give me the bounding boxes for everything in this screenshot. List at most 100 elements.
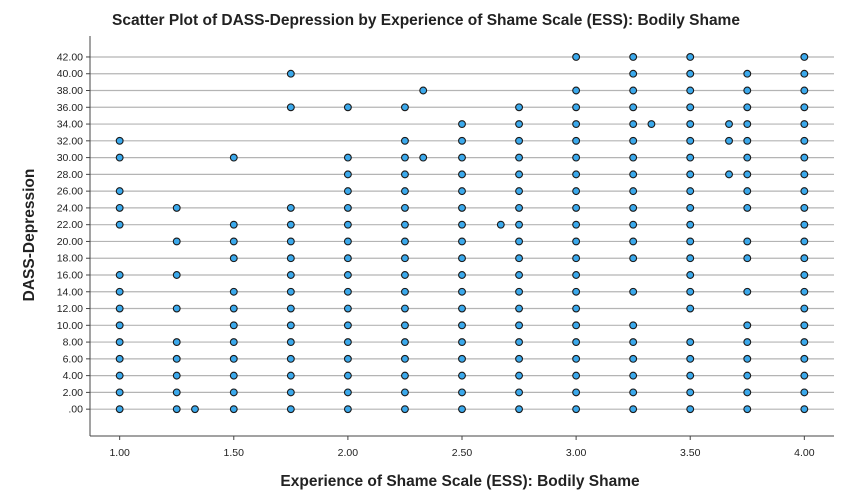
data-point — [400, 321, 409, 330]
data-point — [515, 271, 524, 279]
data-point — [286, 220, 295, 229]
data-point — [400, 136, 409, 145]
data-point — [686, 86, 695, 95]
data-point — [800, 237, 809, 246]
data-point — [191, 405, 199, 414]
data-point — [229, 371, 238, 380]
data-point — [515, 153, 524, 162]
data-point — [743, 170, 752, 179]
data-point — [686, 371, 695, 380]
data-point — [286, 287, 295, 296]
data-point — [515, 136, 524, 145]
data-point — [172, 203, 181, 212]
data-point — [686, 304, 695, 313]
data-point — [572, 371, 581, 380]
y-tick-label: .00 — [68, 404, 83, 416]
data-point — [515, 371, 524, 380]
data-point — [800, 388, 809, 397]
y-tick-label: 22.00 — [57, 219, 83, 231]
data-point — [686, 203, 695, 212]
data-point — [686, 254, 695, 263]
data-point — [629, 338, 638, 347]
data-point — [343, 220, 352, 229]
data-point — [743, 388, 752, 397]
data-point — [515, 187, 524, 196]
data-point — [458, 220, 466, 229]
data-point — [743, 69, 752, 78]
data-point — [629, 53, 638, 61]
y-tick-label: 32.00 — [57, 135, 83, 147]
data-point — [686, 153, 695, 162]
data-point — [572, 304, 581, 313]
data-point — [743, 354, 752, 363]
data-point — [629, 203, 638, 212]
x-tick-label: 2.00 — [338, 447, 359, 459]
data-point — [572, 338, 581, 347]
data-point — [286, 237, 295, 246]
x-tick-label: 1.00 — [109, 447, 130, 459]
data-point — [115, 220, 124, 229]
data-point — [686, 405, 695, 414]
data-point — [686, 53, 695, 61]
data-point — [743, 153, 752, 162]
data-point — [343, 405, 352, 414]
data-point — [115, 136, 124, 145]
data-point — [800, 287, 809, 296]
data-point — [458, 405, 466, 414]
data-point — [572, 354, 581, 363]
data-point — [629, 86, 638, 95]
data-point — [743, 237, 752, 246]
data-point — [229, 237, 238, 246]
data-point — [572, 120, 581, 129]
y-tick-label: 6.00 — [63, 353, 84, 365]
data-point — [286, 69, 295, 78]
y-axis-label: DASS-Depression — [21, 169, 38, 302]
data-point — [229, 388, 238, 397]
data-point — [572, 405, 581, 414]
data-point — [800, 354, 809, 363]
data-point — [400, 203, 409, 212]
data-point — [515, 304, 524, 313]
data-point — [743, 203, 752, 212]
data-point — [458, 187, 466, 196]
data-point — [800, 304, 809, 313]
data-point — [686, 338, 695, 347]
data-point — [800, 187, 809, 196]
data-point — [572, 287, 581, 296]
data-point — [400, 153, 409, 162]
data-point — [629, 220, 638, 229]
data-point — [115, 405, 124, 414]
data-point — [229, 405, 238, 414]
data-point — [572, 237, 581, 246]
y-tick-label: 40.00 — [57, 68, 83, 80]
data-point — [725, 120, 733, 129]
data-point — [686, 388, 695, 397]
data-point — [458, 338, 466, 347]
data-point — [115, 321, 124, 330]
data-point — [400, 304, 409, 313]
data-point — [400, 287, 409, 296]
data-point — [343, 304, 352, 313]
data-point — [115, 371, 124, 380]
data-point — [572, 187, 581, 196]
data-point — [572, 86, 581, 95]
data-point — [800, 170, 809, 179]
data-point — [686, 136, 695, 145]
y-tick-label: 30.00 — [57, 152, 83, 164]
data-point — [172, 388, 181, 397]
x-tick-label: 1.50 — [224, 447, 245, 459]
data-point — [629, 321, 638, 330]
data-point — [515, 254, 524, 263]
data-point — [400, 103, 409, 112]
data-point — [629, 354, 638, 363]
data-point — [400, 237, 409, 246]
data-point — [458, 271, 466, 279]
x-tick-label: 3.00 — [566, 447, 587, 459]
y-tick-label: 28.00 — [57, 169, 83, 181]
data-point — [286, 103, 295, 112]
data-point — [343, 203, 352, 212]
data-point — [458, 120, 466, 129]
data-point — [686, 187, 695, 196]
data-point — [800, 405, 809, 414]
